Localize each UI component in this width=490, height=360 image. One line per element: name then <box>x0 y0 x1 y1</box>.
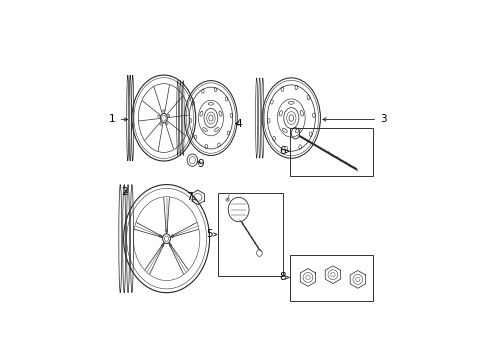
Text: 8: 8 <box>279 273 289 283</box>
Text: 9: 9 <box>197 159 204 169</box>
Text: 4: 4 <box>236 118 243 129</box>
Text: 2: 2 <box>121 186 128 197</box>
Text: 1: 1 <box>109 114 127 125</box>
Text: 3: 3 <box>323 114 387 125</box>
Bar <box>290 255 373 301</box>
Text: 6: 6 <box>279 146 289 156</box>
Text: 7: 7 <box>186 192 196 202</box>
Bar <box>290 128 373 176</box>
Bar <box>218 193 283 276</box>
Text: 5: 5 <box>206 229 217 239</box>
